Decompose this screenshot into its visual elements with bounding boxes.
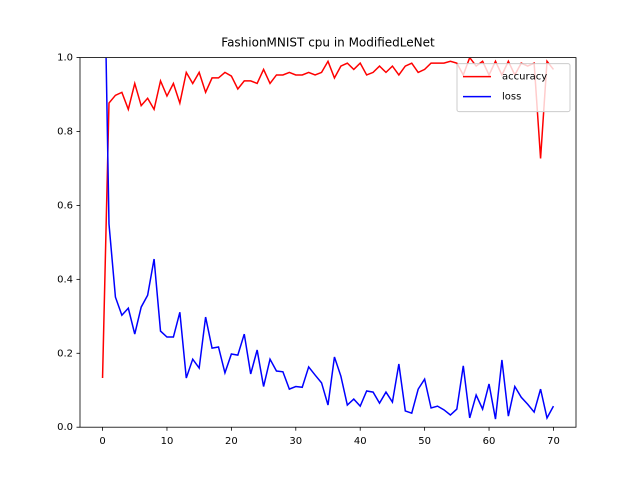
axes-frame <box>79 57 577 428</box>
x-tick-label: 10 <box>161 436 174 447</box>
x-tick-label: 30 <box>289 436 302 447</box>
x-tick-label: 60 <box>483 436 496 447</box>
line-series <box>105 57 555 421</box>
y-tick-label: 0.2 <box>57 348 73 359</box>
legend-label: loss <box>502 92 521 103</box>
chart-title: FashionMNIST cpu in ModifiedLeNet <box>221 36 435 50</box>
legend: accuracy loss <box>456 63 571 113</box>
x-tick-label: 70 <box>547 436 560 447</box>
plot-area <box>101 57 555 421</box>
y-tick-label: 0.4 <box>57 274 73 285</box>
y-tick-label: 0.6 <box>57 200 73 211</box>
x-tick-label: 0 <box>99 436 105 447</box>
x-tick-label: 50 <box>418 436 431 447</box>
y-tick-label: 0.8 <box>57 127 73 138</box>
legend-label: accuracy <box>502 72 547 83</box>
legend-box <box>456 63 571 113</box>
x-tick-label: 40 <box>354 436 367 447</box>
y-tick-label: 0.0 <box>57 422 73 433</box>
y-tick-label: 1.0 <box>57 53 73 64</box>
x-tick-label: 20 <box>225 436 238 447</box>
